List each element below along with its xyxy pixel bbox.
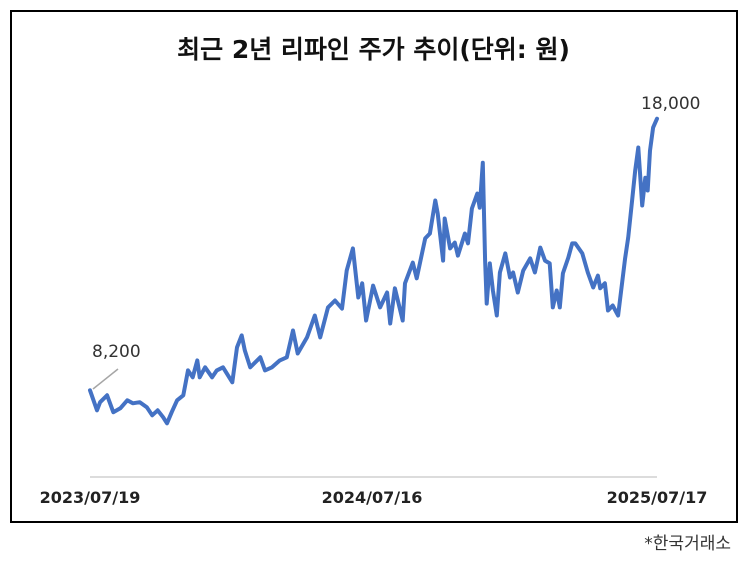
x-tick-label: 2024/07/16 — [321, 488, 423, 507]
x-tick-label: 2023/07/19 — [39, 488, 141, 507]
start-annotation-leader — [92, 368, 119, 390]
end-value-label: 18,000 — [641, 94, 701, 114]
price-series-line — [88, 116, 659, 426]
source-note: *한국거래소 — [644, 534, 731, 554]
start-value-label: 8,200 — [92, 342, 141, 362]
x-tick-label: 2025/07/17 — [606, 488, 708, 507]
chart-frame — [10, 10, 738, 523]
chart-title: 최근 2년 리파인 주가 추이(단위: 원) — [177, 35, 570, 64]
